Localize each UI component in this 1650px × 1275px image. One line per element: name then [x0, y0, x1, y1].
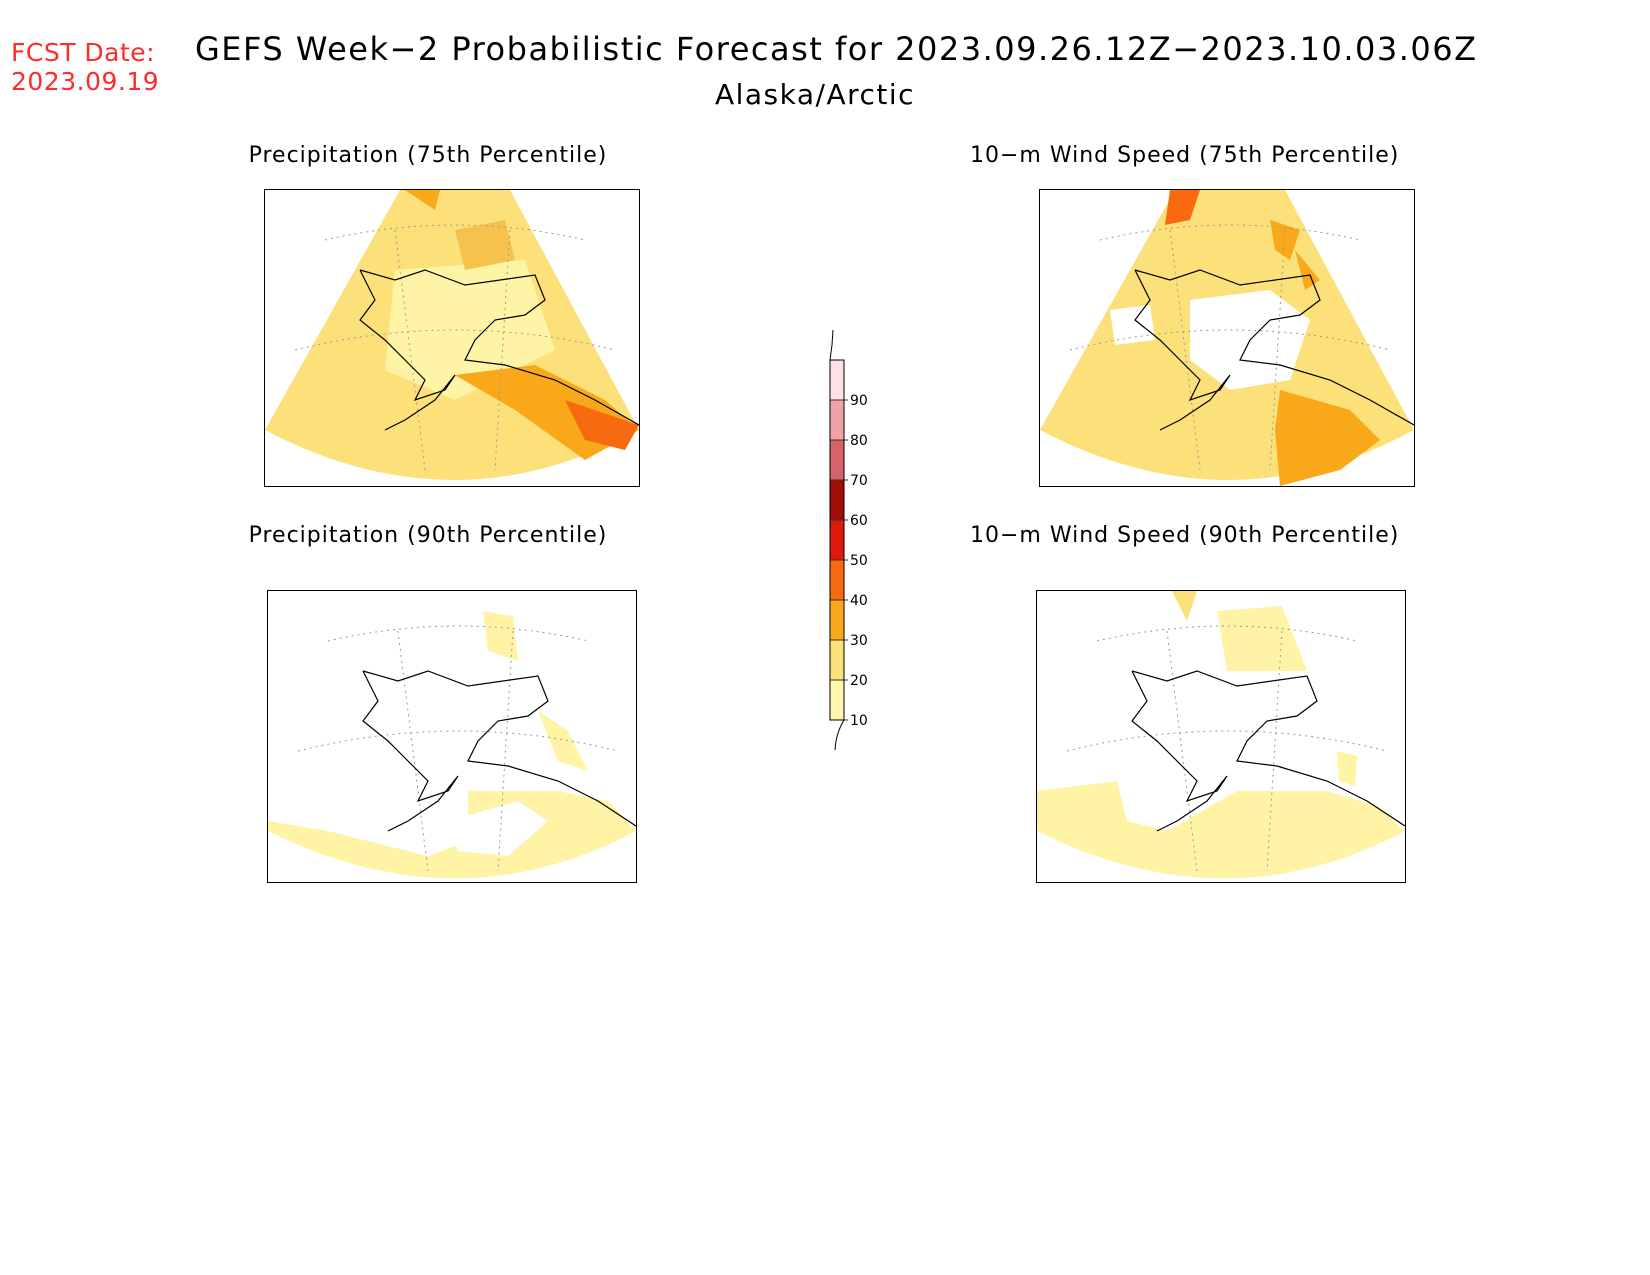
colorbar-swatch — [830, 520, 844, 560]
probability-shading — [538, 711, 588, 771]
probability-shading — [455, 220, 515, 270]
map-panel-precip-90 — [267, 590, 637, 883]
colorbar-tick-label: 20 — [850, 673, 868, 689]
colorbar-tick-label: 70 — [850, 473, 868, 489]
alaska-coastline — [362, 670, 636, 832]
probability-shading — [1337, 751, 1357, 786]
probability-shading — [1110, 305, 1155, 345]
map-panel-precip-75 — [264, 189, 640, 487]
colorbar-swatch — [830, 440, 844, 480]
colorbar-top-cap — [829, 329, 834, 361]
probability-shading — [268, 791, 636, 879]
colorbar-outline — [829, 359, 845, 721]
colorbar-swatch — [830, 680, 844, 720]
colorbar-swatch — [830, 360, 844, 400]
probability-shading — [1295, 250, 1320, 290]
region-subtitle: Alaska/Arctic — [714, 78, 916, 111]
colorbar-tick-label: 90 — [850, 393, 868, 409]
colorbar-tick-label: 40 — [850, 593, 868, 609]
alaska-coastline — [1131, 670, 1405, 832]
alaska-coastline — [359, 269, 639, 431]
colorbar-bottom-cap — [830, 719, 845, 766]
panel-title-wind-90: 10−m Wind Speed (90th Percentile) — [970, 523, 1400, 548]
probability-shading — [483, 611, 518, 661]
probability-shading — [1275, 390, 1380, 486]
colorbar-swatch — [830, 560, 844, 600]
probability-colorbar: 10 20 30 40 50 60 70 80 90 — [800, 329, 880, 766]
colorbar-tick-label: 80 — [850, 433, 868, 449]
map-panel-wind-90 — [1036, 590, 1406, 883]
panel-title-precip-75: Precipitation (75th Percentile) — [248, 143, 608, 168]
colorbar-swatch — [830, 400, 844, 440]
colorbar-swatch — [830, 640, 844, 680]
probability-shading — [1165, 190, 1200, 225]
colorbar-swatch — [830, 600, 844, 640]
page-title: GEFS Week−2 Probabilistic Forecast for 2… — [195, 30, 1478, 68]
forecast-date-label: FCST Date: 2023.09.19 — [11, 38, 159, 96]
colorbar-tick-label: 30 — [850, 633, 868, 649]
fcst-date-heading: FCST Date: — [11, 38, 156, 67]
probability-shading — [1172, 591, 1197, 621]
panel-title-precip-90: Precipitation (90th Percentile) — [248, 523, 608, 548]
probability-shading — [385, 260, 555, 400]
colorbar-tick-label: 10 — [850, 713, 868, 729]
fcst-date-value: 2023.09.19 — [11, 67, 160, 96]
probability-shading — [1037, 781, 1405, 879]
probability-shading — [1270, 220, 1300, 260]
probability-shading — [1217, 606, 1307, 671]
colorbar-swatch — [830, 480, 844, 520]
probability-shading — [448, 801, 548, 856]
probability-shading — [405, 190, 440, 210]
map-panel-wind-75 — [1039, 189, 1415, 487]
colorbar-tick-label: 50 — [850, 553, 868, 569]
probability-shading — [565, 400, 639, 450]
panel-title-wind-75: 10−m Wind Speed (75th Percentile) — [970, 143, 1400, 168]
colorbar-tick-label: 60 — [850, 513, 868, 529]
alaska-coastline — [1134, 269, 1414, 431]
